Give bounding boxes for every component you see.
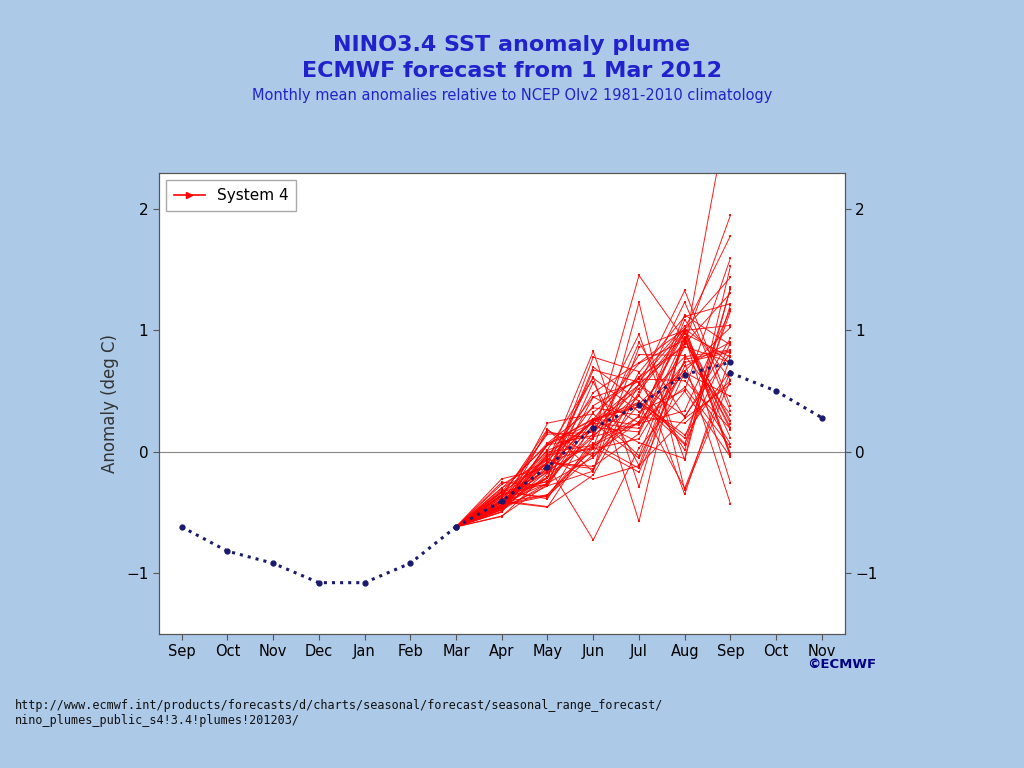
Text: http://www.ecmwf.int/products/forecasts/d/charts/seasonal/forecast/seasonal_rang: http://www.ecmwf.int/products/forecasts/… [15,699,664,727]
Text: NINO3.4 SST anomaly plume: NINO3.4 SST anomaly plume [334,35,690,55]
Text: ECMWF forecast from 1 Mar 2012: ECMWF forecast from 1 Mar 2012 [302,61,722,81]
Y-axis label: Anomaly (deg C): Anomaly (deg C) [101,334,119,472]
Text: Monthly mean anomalies relative to NCEP OIv2 1981-2010 climatology: Monthly mean anomalies relative to NCEP … [252,88,772,104]
Text: ©ECMWF: ©ECMWF [807,658,877,670]
Legend: System 4: System 4 [166,180,296,210]
